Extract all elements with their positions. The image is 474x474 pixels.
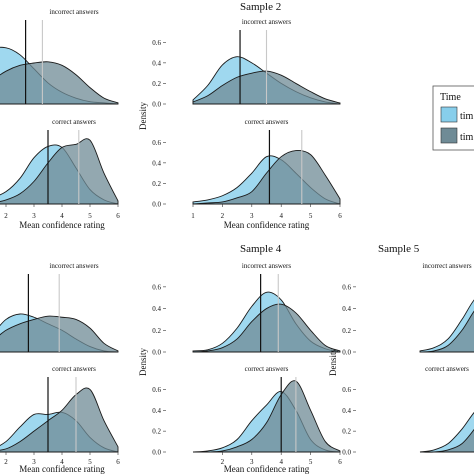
panel-correct: correct answers 0.0 0.2 0.4 0.6 xyxy=(152,118,341,209)
x-axis-title: Mean confidence rating xyxy=(19,220,105,230)
x-tick-label: 4 xyxy=(279,458,283,466)
x-tick-label: 5 xyxy=(309,212,313,220)
legend-label-1: tim xyxy=(460,111,474,122)
x-tick-label: 3 xyxy=(32,458,36,466)
y-tick-label: 0.0 xyxy=(152,349,161,357)
panel-label: correct answers xyxy=(245,365,289,373)
x-axis-title: Mean confidence rating xyxy=(224,464,310,474)
panel-incorrect: incorrect answers 0.0 0.2 0.4 0.6 xyxy=(152,18,341,109)
x-tick-label: 5 xyxy=(309,458,313,466)
panel-incorrect: incorrect answers xyxy=(0,262,119,353)
y-axis-title: Density xyxy=(138,102,148,130)
chart-3: incorrect answers correct answers 2 3 4 5 6 Mea… xyxy=(0,262,120,474)
y-tick-label: 0.0 xyxy=(152,449,161,457)
density-area-time-2 xyxy=(192,303,341,353)
x-tick-label: 3 xyxy=(250,212,254,220)
density-area-time-2 xyxy=(192,380,341,453)
x-tick-label: 3 xyxy=(32,212,36,220)
y-tick-label: 0.2 xyxy=(152,80,161,88)
x-tick-label: 4 xyxy=(60,212,64,220)
y-tick-label: 0.0 xyxy=(152,101,161,109)
y-tick-label: 0.6 xyxy=(342,283,351,291)
legend: Time tim tim xyxy=(432,85,474,151)
x-tick-label: 1 xyxy=(191,212,195,220)
x-tick-label: 5 xyxy=(88,212,92,220)
y-tick-label: 0.6 xyxy=(152,386,161,394)
y-axis-title: Density xyxy=(328,348,338,376)
y-tick-label: 0.6 xyxy=(152,39,161,47)
y-tick-label: 0.4 xyxy=(342,305,351,313)
y-tick-label: 0.4 xyxy=(152,305,161,313)
x-tick-label: 2 xyxy=(221,212,225,220)
panel-label: correct answers xyxy=(52,365,96,373)
y-tick-label: 0.6 xyxy=(152,283,161,291)
panel-label: incorrect answers xyxy=(422,262,471,270)
y-axis-title: Density xyxy=(138,348,148,376)
y-tick-label: 0.4 xyxy=(152,407,161,415)
x-tick-label: 6 xyxy=(338,458,342,466)
x-tick-label: 6 xyxy=(116,458,120,466)
y-tick-label: 0.4 xyxy=(152,159,161,167)
panel-incorrect: incorrect answers 0.0 0.2 0.4 0.6 xyxy=(152,262,341,357)
panel-label: incorrect answers xyxy=(49,8,98,16)
panel-label: incorrect answers xyxy=(49,262,98,270)
density-area-time-2 xyxy=(419,428,474,453)
legend-swatch-2 xyxy=(440,127,458,144)
y-tick-label: 0.0 xyxy=(342,349,351,357)
y-tick-label: 0.2 xyxy=(152,428,161,436)
panel-incorrect: incorrect answers 0.0 0.2 0.4 0.6 xyxy=(342,262,474,357)
y-tick-label: 0.4 xyxy=(342,407,351,415)
x-tick-label: 2 xyxy=(221,458,225,466)
density-area-time-2 xyxy=(0,61,119,105)
x-tick-label: 2 xyxy=(4,212,8,220)
panel-label: correct answers xyxy=(245,118,289,126)
x-tick-label: 2 xyxy=(4,458,8,466)
density-area-time-2 xyxy=(419,310,474,353)
legend-swatch-1 xyxy=(440,106,458,123)
panel-label: incorrect answers xyxy=(242,262,291,270)
x-axis-title: Mean confidence rating xyxy=(224,220,310,230)
panel-correct: correct answers 0.0 0.2 0.4 0.6 xyxy=(152,365,341,457)
y-tick-label: 0.2 xyxy=(152,327,161,335)
y-tick-label: 0.6 xyxy=(152,139,161,147)
y-tick-label: 0.0 xyxy=(342,449,351,457)
y-tick-label: 0.0 xyxy=(152,201,161,209)
sample-title: Sample 4 xyxy=(240,243,282,255)
sample-title: Sample 5 xyxy=(378,243,420,255)
y-tick-label: 0.4 xyxy=(152,59,161,67)
y-tick-label: 0.2 xyxy=(152,180,161,188)
x-tick-label: 6 xyxy=(116,212,120,220)
y-tick-label: 0.2 xyxy=(342,327,351,335)
panel-label: correct answers xyxy=(52,118,96,126)
x-tick-label: 4 xyxy=(279,212,283,220)
panel-label: correct answers xyxy=(425,365,469,373)
x-tick-label: 6 xyxy=(338,212,342,220)
sample-title: Sample 2 xyxy=(240,1,281,13)
density-area-time-2 xyxy=(192,149,341,205)
legend-label-2: tim xyxy=(460,132,474,143)
panel-correct: correct answers xyxy=(0,365,119,453)
panel-correct: correct answers xyxy=(0,118,119,205)
panel-correct: correct answers 0.0 0.2 0.4 0.6 xyxy=(342,365,474,457)
legend-title: Time xyxy=(440,92,461,103)
x-axis-title: Mean confidence rating xyxy=(19,464,105,474)
y-tick-label: 0.2 xyxy=(342,428,351,436)
x-tick-label: 5 xyxy=(88,458,92,466)
panel-incorrect: incorrect answers xyxy=(0,8,119,105)
chart-1: incorrect answers correct answers 2 3 4 5 6 Mea… xyxy=(0,8,120,230)
x-tick-label: 4 xyxy=(60,458,64,466)
y-tick-label: 0.6 xyxy=(342,386,351,394)
panel-label: incorrect answers xyxy=(242,18,291,26)
x-tick-label: 3 xyxy=(250,458,254,466)
density-area-time-1 xyxy=(419,411,474,453)
